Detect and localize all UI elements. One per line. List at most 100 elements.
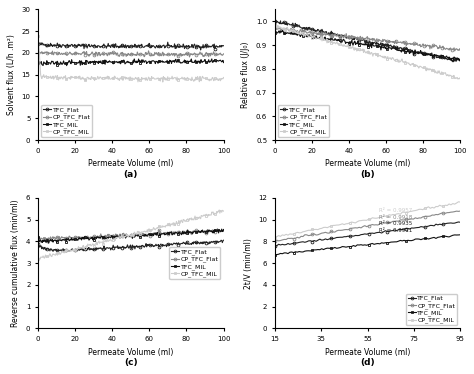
TFC_Flat [457,59,463,63]
Line: TFC_Flat: TFC_Flat [273,19,462,63]
CP_TFC_MIL [273,25,278,29]
TFC_MIL [367,242,373,246]
CP_TFC_MIL [192,78,198,83]
TFC_Flat [441,56,447,60]
Text: (c): (c) [124,358,137,367]
TFC_Flat [308,239,313,243]
CP_TFC_Flat [310,232,315,237]
Line: CP_TFC_Flat: CP_TFC_Flat [273,26,462,52]
TFC_MIL [272,252,278,257]
CP_TFC_MIL [457,76,463,80]
Line: CP_TFC_MIL: CP_TFC_MIL [37,209,225,261]
Text: R² = 0.9918: R² = 0.9918 [379,215,412,220]
TFC_MIL [457,233,463,237]
Line: CP_TFC_MIL: CP_TFC_MIL [37,34,225,83]
CP_TFC_MIL [204,77,210,81]
CP_TFC_Flat [457,209,463,213]
CP_TFC_Flat [278,25,283,30]
CP_TFC_Flat [187,55,192,59]
CP_TFC_MIL [456,200,461,204]
CP_TFC_Flat [145,52,151,56]
CP_TFC_Flat [273,27,278,31]
CP_TFC_Flat [317,232,323,236]
TFC_Flat [146,243,151,248]
CP_TFC_Flat [272,238,278,243]
CP_TFC_MIL [272,235,278,239]
TFC_Flat [146,45,151,49]
CP_TFC_MIL [221,75,227,80]
TFC_Flat [165,40,171,45]
CP_TFC_Flat [386,40,392,45]
TFC_MIL [280,28,285,33]
TFC_MIL [442,234,448,239]
TFC_MIL [221,227,227,232]
TFC_MIL [149,59,155,64]
TFC_Flat [386,43,392,48]
TFC_MIL [273,29,278,33]
Line: CP_TFC_Flat: CP_TFC_Flat [37,227,225,242]
X-axis label: Permeate Volume (ml): Permeate Volume (ml) [88,347,173,356]
TFC_Flat [442,221,448,226]
CP_TFC_MIL [367,217,373,222]
CP_TFC_Flat [35,51,41,55]
TFC_MIL [272,31,278,36]
TFC_MIL [383,45,389,50]
CP_TFC_MIL [382,56,387,60]
CP_TFC_Flat [450,210,456,214]
TFC_MIL [64,63,70,68]
TFC_Flat [383,44,388,48]
Y-axis label: Relative flux (J/J₀): Relative flux (J/J₀) [241,42,250,108]
CP_TFC_MIL [36,257,42,262]
CP_TFC_Flat [221,52,227,56]
CP_TFC_Flat [193,52,199,56]
TFC_Flat [149,43,155,48]
Line: CP_TFC_MIL: CP_TFC_MIL [273,200,462,239]
Legend: TFC_Flat, CP_TFC_Flat, TFC_MIL, CP_TFC_MIL: TFC_Flat, CP_TFC_Flat, TFC_MIL, CP_TFC_M… [41,105,92,137]
TFC_MIL [429,53,435,58]
CP_TFC_Flat [204,230,210,235]
CP_TFC_MIL [442,203,448,208]
Text: (a): (a) [124,169,138,178]
TFC_Flat [450,59,456,64]
CP_TFC_MIL [149,228,155,232]
CP_TFC_MIL [192,214,198,218]
Y-axis label: 2t/V (min/ml): 2t/V (min/ml) [244,238,253,289]
Line: CP_TFC_Flat: CP_TFC_Flat [37,49,225,58]
TFC_Flat [367,231,373,236]
TFC_Flat [35,241,41,246]
CP_TFC_MIL [36,256,42,261]
CP_TFC_MIL [146,227,152,231]
TFC_MIL [149,233,155,237]
CP_TFC_MIL [149,74,155,79]
CP_TFC_Flat [221,229,227,233]
Line: CP_TFC_Flat: CP_TFC_Flat [273,210,462,242]
Text: R² = 0.9935: R² = 0.9935 [379,221,412,226]
TFC_Flat [278,19,283,23]
CP_TFC_MIL [160,80,165,84]
CP_TFC_Flat [383,39,389,44]
CP_TFC_MIL [457,200,463,204]
Text: (d): (d) [360,358,375,367]
CP_TFC_Flat [35,237,41,242]
CP_TFC_MIL [428,67,434,72]
Y-axis label: Reverse cumulative flux (min/ml): Reverse cumulative flux (min/ml) [11,199,20,327]
TFC_MIL [204,61,210,65]
CP_TFC_Flat [146,232,151,236]
TFC_Flat [272,244,278,248]
CP_TFC_Flat [36,236,42,240]
CP_TFC_Flat [45,238,50,243]
CP_TFC_MIL [315,227,321,232]
TFC_Flat [198,48,203,52]
X-axis label: Permeate Volume (ml): Permeate Volume (ml) [325,347,410,356]
CP_TFC_MIL [146,75,151,79]
CP_TFC_MIL [204,213,210,217]
TFC_MIL [192,229,198,233]
TFC_MIL [46,241,52,245]
TFC_Flat [145,43,151,47]
Line: TFC_Flat: TFC_Flat [37,41,225,51]
CP_TFC_MIL [272,21,278,26]
TFC_Flat [36,244,42,248]
CP_TFC_MIL [217,208,222,212]
TFC_MIL [146,232,151,236]
CP_TFC_Flat [444,211,450,215]
